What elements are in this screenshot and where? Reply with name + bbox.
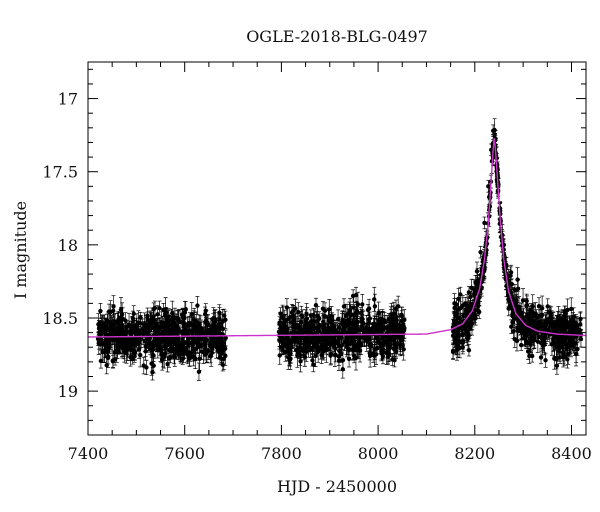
data-point — [223, 310, 228, 329]
data-point — [101, 338, 107, 363]
data-point — [178, 342, 183, 362]
data-point — [104, 356, 109, 375]
data-point — [138, 329, 144, 348]
data-point — [536, 297, 542, 316]
y-tick-label: 17.5 — [42, 163, 78, 182]
x-tick-label: 8400 — [551, 444, 592, 463]
x-tick-label: 7400 — [68, 444, 109, 463]
x-tick-label: 8000 — [358, 444, 399, 463]
data-point — [211, 331, 216, 353]
data-point — [205, 314, 210, 332]
data-point — [313, 297, 319, 313]
data-point — [353, 286, 359, 304]
data-point — [193, 348, 198, 369]
data-point — [340, 360, 345, 379]
data-point — [118, 306, 124, 328]
data-point — [220, 337, 226, 349]
y-tick-label: 17 — [58, 90, 78, 109]
data-point — [116, 335, 122, 353]
x-tick-label: 8200 — [454, 444, 495, 463]
y-tick-label: 18 — [58, 236, 78, 255]
data-point — [155, 338, 160, 359]
data-point — [131, 305, 136, 323]
data-point — [151, 357, 156, 374]
data-point — [308, 309, 314, 322]
data-point — [112, 319, 118, 344]
data-point — [191, 313, 197, 338]
data-point — [160, 347, 165, 361]
y-tick-label: 19 — [58, 382, 78, 401]
data-point — [98, 353, 104, 369]
x-axis-label: HJD - 2450000 — [277, 477, 397, 496]
data-point — [172, 347, 178, 367]
data-point — [386, 313, 391, 326]
data-point — [211, 313, 216, 327]
data-point — [136, 340, 142, 359]
data-point — [117, 315, 122, 328]
data-point — [208, 337, 213, 353]
data-point — [165, 355, 170, 373]
data-point — [145, 307, 150, 325]
data-point — [223, 329, 228, 347]
chart-title: OGLE-2018-BLG-0497 — [246, 27, 428, 46]
data-point — [98, 303, 103, 320]
data-point — [170, 321, 176, 346]
data-point — [152, 321, 157, 335]
data-point — [138, 342, 143, 368]
x-tick-label: 7800 — [261, 444, 302, 463]
data-point — [157, 300, 162, 316]
data-point — [482, 216, 487, 230]
data-point — [186, 315, 192, 331]
data-point — [152, 300, 158, 316]
data-point — [142, 323, 148, 344]
x-tick-label: 7600 — [164, 444, 205, 463]
data-point — [144, 359, 149, 375]
plot-frame — [87, 61, 587, 436]
data-point — [195, 296, 200, 316]
data-point — [181, 328, 186, 341]
data-point — [543, 352, 548, 368]
data-point — [99, 320, 105, 333]
data-point — [514, 330, 520, 352]
data-point — [185, 345, 190, 365]
data-point — [103, 318, 108, 334]
data-point — [107, 338, 112, 354]
data-point — [136, 310, 141, 336]
data-point — [162, 328, 168, 350]
data-point — [183, 300, 188, 318]
data-point — [109, 320, 114, 339]
data-point — [208, 349, 213, 364]
data-point — [518, 339, 524, 351]
y-axis-label: I magnitude — [11, 201, 30, 299]
y-tick-label: 18.5 — [42, 309, 78, 328]
data-point — [111, 304, 116, 318]
data-point — [196, 362, 202, 382]
data-point — [112, 344, 117, 361]
data-point — [189, 302, 194, 327]
